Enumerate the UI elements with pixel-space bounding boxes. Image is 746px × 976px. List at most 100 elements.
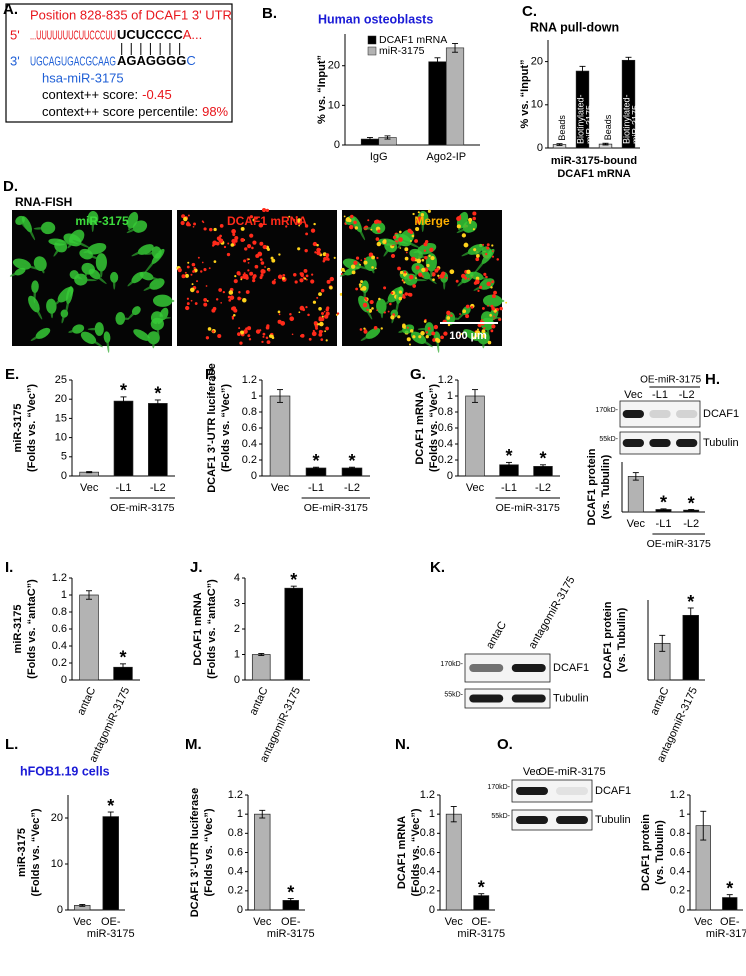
red-spot [313,321,318,325]
red-spot [363,327,366,330]
green-process [430,265,433,278]
y-tick-label: 1.2 [228,789,243,801]
green-process [351,263,371,271]
score-line: context++ score: -0.45 [42,87,172,102]
red-spot [455,279,459,283]
red-spot [343,270,346,273]
red-spot [425,331,429,334]
red-spot [265,325,270,330]
red-spot [491,255,495,258]
red-spot [336,312,340,315]
red-spot [430,255,435,261]
red-spot [197,256,200,259]
red-spot [185,305,190,311]
category-label: Vec [73,916,92,928]
blot-band [649,439,671,447]
red-spot [359,263,361,266]
green-process [356,224,366,241]
red-spot [433,324,439,330]
red-spot [190,299,193,302]
protein-label: Tubulin [553,692,589,704]
green-process [398,329,407,333]
red-spot [424,256,428,260]
red-spot [371,266,374,269]
green-process [385,298,392,305]
red-spot [461,233,466,238]
red-spot [434,268,439,273]
green-process [144,253,161,274]
red-spot [326,258,330,261]
red-spot [266,340,271,345]
blot-frame [464,688,551,709]
red-spot [231,317,235,320]
y-tick-label: 0 [447,470,453,482]
fish-images: miR-3175 DCAF1 mRNA Merge 100 µm [9,207,508,353]
red-spot [299,272,303,275]
green-process [106,333,110,353]
y-tick-label: 2 [234,623,240,635]
utr-seed: UCUCCCC [117,27,183,42]
green-cell [87,211,99,226]
image-label: Merge [414,214,450,228]
bar [113,400,134,477]
legend-label: miR-3175 [379,45,425,57]
green-process [26,224,36,241]
red-spot [390,253,396,259]
y-tick-label: 10 [55,432,67,444]
red-spot [202,221,205,224]
red-spot [491,324,496,329]
red-spot [196,290,200,294]
red-spot [371,307,374,310]
y-tick-label: 0.2 [670,885,685,897]
red-spot [303,268,308,273]
red-spot [440,335,444,340]
panel-label: E. [5,366,19,383]
category-label: miR-3175 [87,928,135,940]
red-spot [260,273,264,277]
red-spot [192,225,195,228]
red-spot [237,332,241,336]
red-spot [320,317,325,322]
red-spot [234,275,237,278]
red-spot [354,226,359,230]
y-tick-label: 0 [537,142,543,154]
green-process [363,227,379,230]
y-tick-label: 3 [234,597,240,609]
red-spot [348,224,354,230]
red-spot [186,297,190,300]
y-tick-label: 20 [51,812,63,824]
red-spot [249,271,254,276]
red-spot [245,276,249,280]
y-tick-label: 25 [55,374,67,386]
red-spot [402,295,406,299]
red-spot [308,337,312,341]
red-spot [483,327,486,330]
y-axis-label: % vs. “Input” [316,55,328,124]
group-label: OE-miR-3175 [647,538,711,550]
red-spot [415,277,417,279]
bar [627,476,644,513]
y-tick-label: 5 [61,451,67,463]
red-spot [267,268,271,272]
green-process [127,308,139,320]
red-spot [412,212,415,216]
green-cell [95,253,107,272]
fish-image: DCAF1 mRNA [176,207,343,346]
red-spot [222,291,226,294]
red-spot [260,261,265,265]
red-spot [251,246,254,250]
y-tick-label: 10 [328,99,340,111]
red-spot [359,285,362,288]
red-spot [428,254,431,258]
lane-label: -L2 [679,389,695,401]
marker-label: 55kD- [444,691,463,698]
red-spot [482,329,485,332]
category-label: miR-3175 [706,928,746,940]
red-spot [390,315,395,320]
green-process [450,317,460,320]
green-process [78,278,97,282]
red-spot [240,226,245,231]
red-spot [220,302,223,304]
blot-band [676,439,698,447]
y-tick-label: 20 [531,56,543,68]
